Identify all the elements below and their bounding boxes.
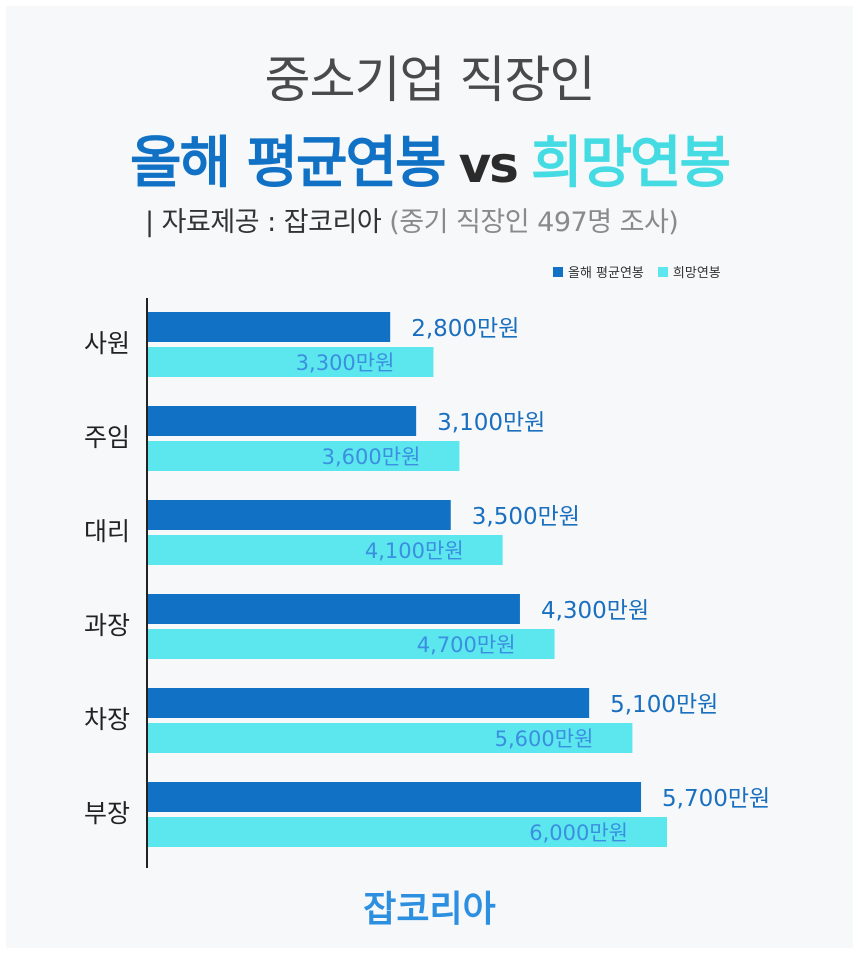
data-label-current-salary: 5,100만원 — [610, 692, 718, 718]
bar-current-salary — [148, 688, 590, 718]
category-tick-label: 차장 — [84, 705, 130, 734]
legend-swatch-hope — [657, 266, 668, 277]
bar-hope-salary — [148, 441, 460, 471]
title-vs: vs — [458, 136, 519, 194]
bar-hope-salary — [148, 723, 633, 753]
data-label-hope-salary: 4,700만원 — [417, 633, 516, 657]
bar-current-salary — [148, 500, 451, 530]
title-line2: 올해 평균연봉 vs 희망연봉 — [0, 118, 859, 199]
source-note: | 자료제공 : 잡코리아 (중기 직장인 497명 조사) — [145, 200, 679, 239]
data-label-current-salary: 5,700만원 — [662, 786, 770, 812]
legend-label-current: 올해 평균연봉 — [568, 266, 644, 281]
data-label-hope-salary: 6,000만원 — [529, 821, 628, 845]
legend-item-current: 올해 평균연봉 — [553, 262, 644, 281]
category-tick-label: 대리 — [84, 517, 130, 546]
bar-current-salary — [148, 782, 642, 812]
brand-logo-text: 잡코리아 — [363, 889, 496, 930]
source-subnote: (중기 직장인 497명 조사) — [389, 207, 679, 238]
category-tick-label: 주임 — [84, 423, 130, 452]
legend-item-hope: 희망연봉 — [657, 262, 721, 281]
legend-label-hope: 희망연봉 — [672, 266, 721, 281]
data-label-hope-salary: 3,300만원 — [296, 351, 395, 375]
data-label-current-salary: 2,800만원 — [411, 316, 519, 342]
legend: 올해 평균연봉 희망연봉 — [553, 262, 735, 281]
data-label-current-salary: 3,500만원 — [472, 504, 580, 530]
bar-hope-salary — [148, 347, 434, 377]
data-label-current-salary: 4,300만원 — [541, 598, 649, 624]
data-label-hope-salary: 5,600만원 — [495, 727, 594, 751]
category-tick-label: 부장 — [84, 799, 130, 828]
bar-current-salary — [148, 406, 417, 436]
category-tick-label: 과장 — [84, 611, 130, 640]
bar-hope-salary — [148, 629, 555, 659]
bar-current-salary — [148, 594, 520, 624]
data-label-hope-salary: 4,100만원 — [365, 539, 464, 563]
legend-swatch-current — [553, 266, 563, 277]
title-hope-salary: 희망연봉 — [530, 131, 731, 196]
bar-current-salary — [148, 312, 391, 342]
bar-hope-salary — [148, 817, 667, 847]
bar-hope-salary — [148, 535, 503, 565]
data-label-current-salary: 3,100만원 — [437, 410, 545, 436]
data-label-hope-salary: 3,600만원 — [322, 445, 421, 469]
source-label: | 자료제공 : 잡코리아 — [145, 207, 382, 238]
title-line1: 중소기업 직장인 — [264, 51, 596, 109]
title-current-salary: 올해 평균연봉 — [129, 131, 447, 196]
category-tick-label: 사원 — [84, 329, 130, 358]
